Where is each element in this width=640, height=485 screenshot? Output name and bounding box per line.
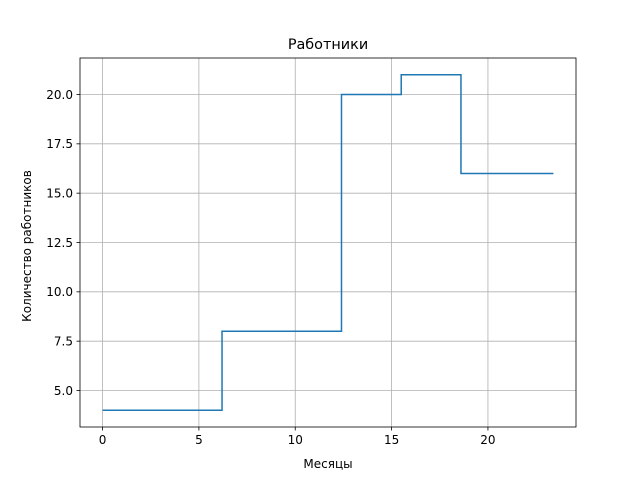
y-tick-label: 15.0 <box>46 186 73 200</box>
y-tick-label: 5.0 <box>54 384 73 398</box>
y-tick-label: 12.5 <box>46 236 73 250</box>
chart-title: Работники <box>288 37 368 53</box>
x-tick-label: 15 <box>384 433 399 447</box>
x-tick-label: 5 <box>195 433 203 447</box>
x-tick-label: 10 <box>288 433 303 447</box>
grid-layer <box>80 58 576 427</box>
x-tick-label: 20 <box>480 433 495 447</box>
y-tick-label: 17.5 <box>46 137 73 151</box>
tick-layer: 0 5 10 15 20 5.0 7.5 10.0 12.5 15.0 17.5 20.0 <box>46 88 495 447</box>
y-tick-label: 20.0 <box>46 88 73 102</box>
y-tick-label: 7.5 <box>54 334 73 348</box>
series-layer <box>102 74 554 411</box>
x-axis-label: Месяцы <box>303 457 352 471</box>
series-line <box>102 74 554 411</box>
y-tick-label: 10.0 <box>46 285 73 299</box>
x-tick-label: 0 <box>99 433 107 447</box>
y-axis-label: Количество работников <box>20 170 34 322</box>
